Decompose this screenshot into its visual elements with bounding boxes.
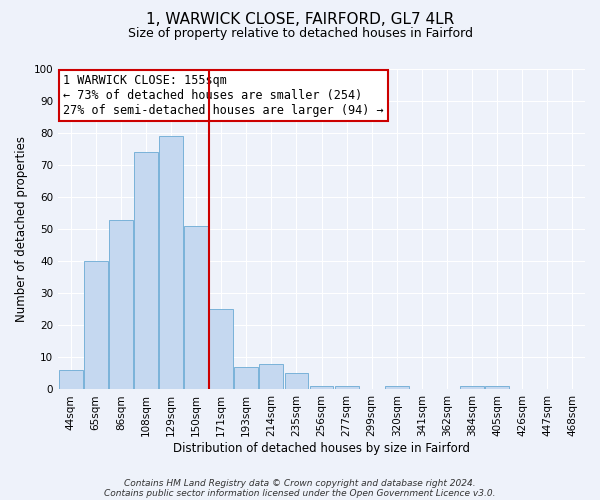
Bar [460, 386, 484, 390]
Text: Contains public sector information licensed under the Open Government Licence v3: Contains public sector information licen… [104, 488, 496, 498]
Bar [310, 386, 334, 390]
Text: Size of property relative to detached houses in Fairford: Size of property relative to detached ho… [128, 28, 473, 40]
Bar [159, 136, 183, 390]
Bar [385, 386, 409, 390]
Text: 1 WARWICK CLOSE: 155sqm
← 73% of detached houses are smaller (254)
27% of semi-d: 1 WARWICK CLOSE: 155sqm ← 73% of detache… [64, 74, 384, 117]
Bar [485, 386, 509, 390]
Text: Contains HM Land Registry data © Crown copyright and database right 2024.: Contains HM Land Registry data © Crown c… [124, 478, 476, 488]
Bar [235, 367, 258, 390]
Bar [335, 386, 359, 390]
Bar [84, 262, 107, 390]
Text: 1, WARWICK CLOSE, FAIRFORD, GL7 4LR: 1, WARWICK CLOSE, FAIRFORD, GL7 4LR [146, 12, 454, 28]
Bar [184, 226, 208, 390]
Bar [109, 220, 133, 390]
Bar [59, 370, 83, 390]
Bar [134, 152, 158, 390]
Bar [209, 310, 233, 390]
Y-axis label: Number of detached properties: Number of detached properties [15, 136, 28, 322]
Bar [284, 374, 308, 390]
Bar [259, 364, 283, 390]
X-axis label: Distribution of detached houses by size in Fairford: Distribution of detached houses by size … [173, 442, 470, 455]
